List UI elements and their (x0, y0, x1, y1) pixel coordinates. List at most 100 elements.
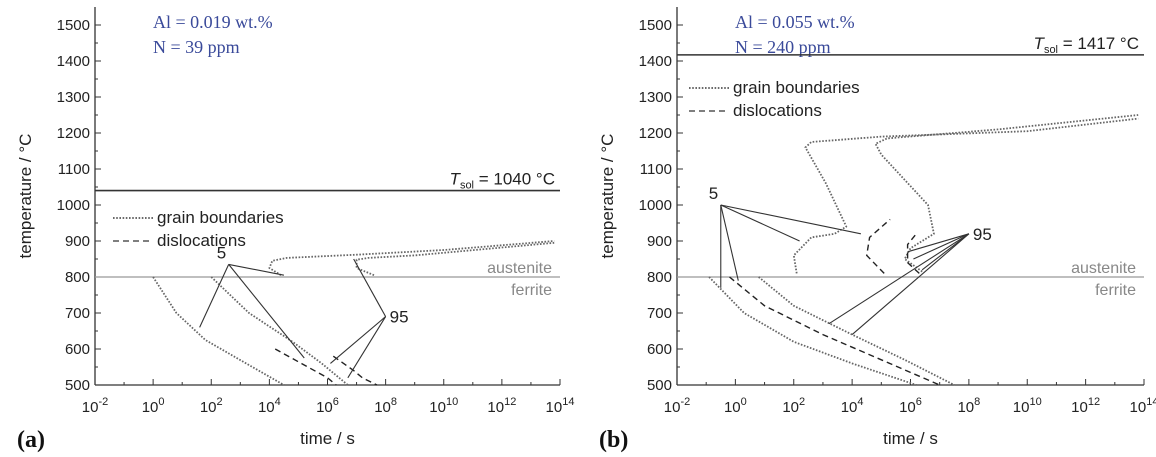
y-tick-label: 1200 (57, 125, 90, 142)
x-tick-exponent: -2 (98, 396, 108, 408)
x-tick-label: 1014 (1130, 396, 1156, 416)
panel-label: (a) (17, 427, 45, 453)
x-tick-base: 10 (841, 399, 858, 416)
x-tick-label: 1010 (429, 396, 458, 416)
x-tick-base: 10 (899, 399, 916, 416)
composition-text: N = 240 ppm (735, 37, 831, 57)
series-curve-dashed (906, 233, 920, 274)
y-tick-label: 1300 (639, 89, 672, 106)
callout-leader (228, 263, 285, 276)
x-tick-label: 10-2 (664, 396, 690, 416)
solidus-label: Tsol = 1040 °C (450, 170, 555, 192)
composition-text: Al = 0.019 wt.% (153, 12, 273, 32)
solidus-symbol: T (1034, 34, 1046, 53)
legend-label: grain boundaries (157, 208, 284, 227)
solidus-value: = 1040 °C (474, 170, 555, 189)
x-tick-exponent: 0 (158, 396, 164, 408)
y-tick-label: 500 (65, 377, 90, 394)
legend-label: dislocations (733, 101, 822, 120)
callout-leader (720, 204, 800, 242)
x-tick-label: 108 (374, 396, 397, 416)
series-curve-dashed (866, 218, 891, 274)
x-tick-base: 10 (1013, 399, 1030, 416)
y-tick-label: 600 (647, 341, 672, 358)
x-tick-label: 102 (200, 396, 223, 416)
ferrite-label: ferrite (511, 282, 552, 299)
x-tick-label: 1010 (1013, 396, 1042, 416)
callout-leader (228, 264, 305, 359)
solidus-symbol: T (450, 170, 462, 189)
callout-leader (720, 204, 861, 235)
x-tick-base: 10 (546, 399, 563, 416)
solidus-subscript: sol (1044, 44, 1058, 56)
solidus-label: Tsol = 1417 °C (1034, 34, 1139, 56)
series-curve-dotted (355, 241, 555, 277)
x-tick-base: 10 (429, 399, 446, 416)
x-tick-exponent: -2 (680, 396, 690, 408)
x-tick-label: 108 (957, 396, 980, 416)
y-axis-label: temperature / °C (16, 134, 35, 259)
x-tick-exponent: 4 (857, 396, 863, 408)
x-tick-exponent: 4 (275, 396, 281, 408)
y-tick-label: 800 (65, 269, 90, 286)
x-tick-label: 1012 (487, 396, 516, 416)
x-tick-base: 10 (316, 399, 333, 416)
x-tick-exponent: 8 (974, 396, 980, 408)
chart-panel-b: 500 600 700 800 900 1000 1100 1200 1300 1400 1500 1… (598, 7, 1156, 453)
series-curve-dotted (874, 114, 1139, 273)
y-tick-label: 1100 (58, 161, 90, 178)
x-tick-exponent: 10 (446, 396, 458, 408)
chart-panel-a: 500 600 700 800 900 1000 1100 1200 1300 1400 1500 1… (16, 7, 574, 453)
x-tick-exponent: 14 (1146, 396, 1156, 408)
x-tick-exponent: 14 (562, 396, 574, 408)
x-tick-base: 10 (782, 399, 799, 416)
y-tick-label: 500 (647, 377, 672, 394)
y-tick-label: 1100 (640, 161, 672, 178)
y-tick-label: 700 (65, 305, 90, 322)
y-tick-label: 1000 (57, 197, 90, 214)
ferrite-label: ferrite (1095, 282, 1136, 299)
x-tick-base: 10 (82, 399, 99, 416)
composition-text: Al = 0.055 wt.% (735, 12, 855, 32)
y-tick-label: 800 (647, 269, 672, 286)
x-tick-label: 1012 (1071, 396, 1100, 416)
y-tick-label: 600 (65, 341, 90, 358)
y-tick-label: 1300 (57, 89, 90, 106)
callout-label: 95 (973, 225, 992, 244)
callout-leader (907, 233, 970, 253)
x-tick-exponent: 2 (799, 396, 805, 408)
x-tick-label: 102 (782, 396, 805, 416)
x-tick-label: 1014 (546, 396, 575, 416)
callout-leader (851, 233, 970, 336)
x-tick-exponent: 6 (333, 396, 339, 408)
austenite-label: austenite (1071, 260, 1136, 277)
x-tick-base: 10 (142, 399, 159, 416)
series-curve-dotted (152, 276, 285, 386)
callout-leader (353, 258, 387, 317)
x-tick-base: 10 (957, 399, 974, 416)
series-curve-dotted (758, 276, 955, 386)
x-tick-exponent: 0 (741, 396, 747, 408)
y-tick-label: 1400 (639, 53, 672, 70)
x-axis-label: time / s (300, 429, 355, 448)
y-tick-label: 1000 (639, 197, 672, 214)
x-tick-exponent: 2 (217, 396, 223, 408)
panel-label: (b) (599, 427, 628, 453)
x-tick-label: 104 (841, 396, 864, 416)
x-tick-exponent: 12 (1088, 396, 1100, 408)
callout-leader (828, 233, 970, 325)
x-tick-label: 106 (899, 396, 922, 416)
y-tick-label: 1400 (57, 53, 90, 70)
x-tick-label: 10-2 (82, 396, 108, 416)
composition-text: N = 39 ppm (153, 37, 240, 57)
solidus-subscript: sol (460, 180, 474, 192)
y-tick-label: 700 (647, 305, 672, 322)
y-axis-label: temperature / °C (598, 134, 617, 259)
callout-label: 95 (390, 308, 409, 327)
callout-leader (720, 204, 739, 281)
series-curve-dotted (792, 117, 1139, 274)
callout-label: 5 (217, 243, 226, 262)
x-tick-base: 10 (374, 399, 391, 416)
y-tick-label: 1500 (639, 17, 672, 34)
solidus-value: = 1417 °C (1058, 34, 1139, 53)
